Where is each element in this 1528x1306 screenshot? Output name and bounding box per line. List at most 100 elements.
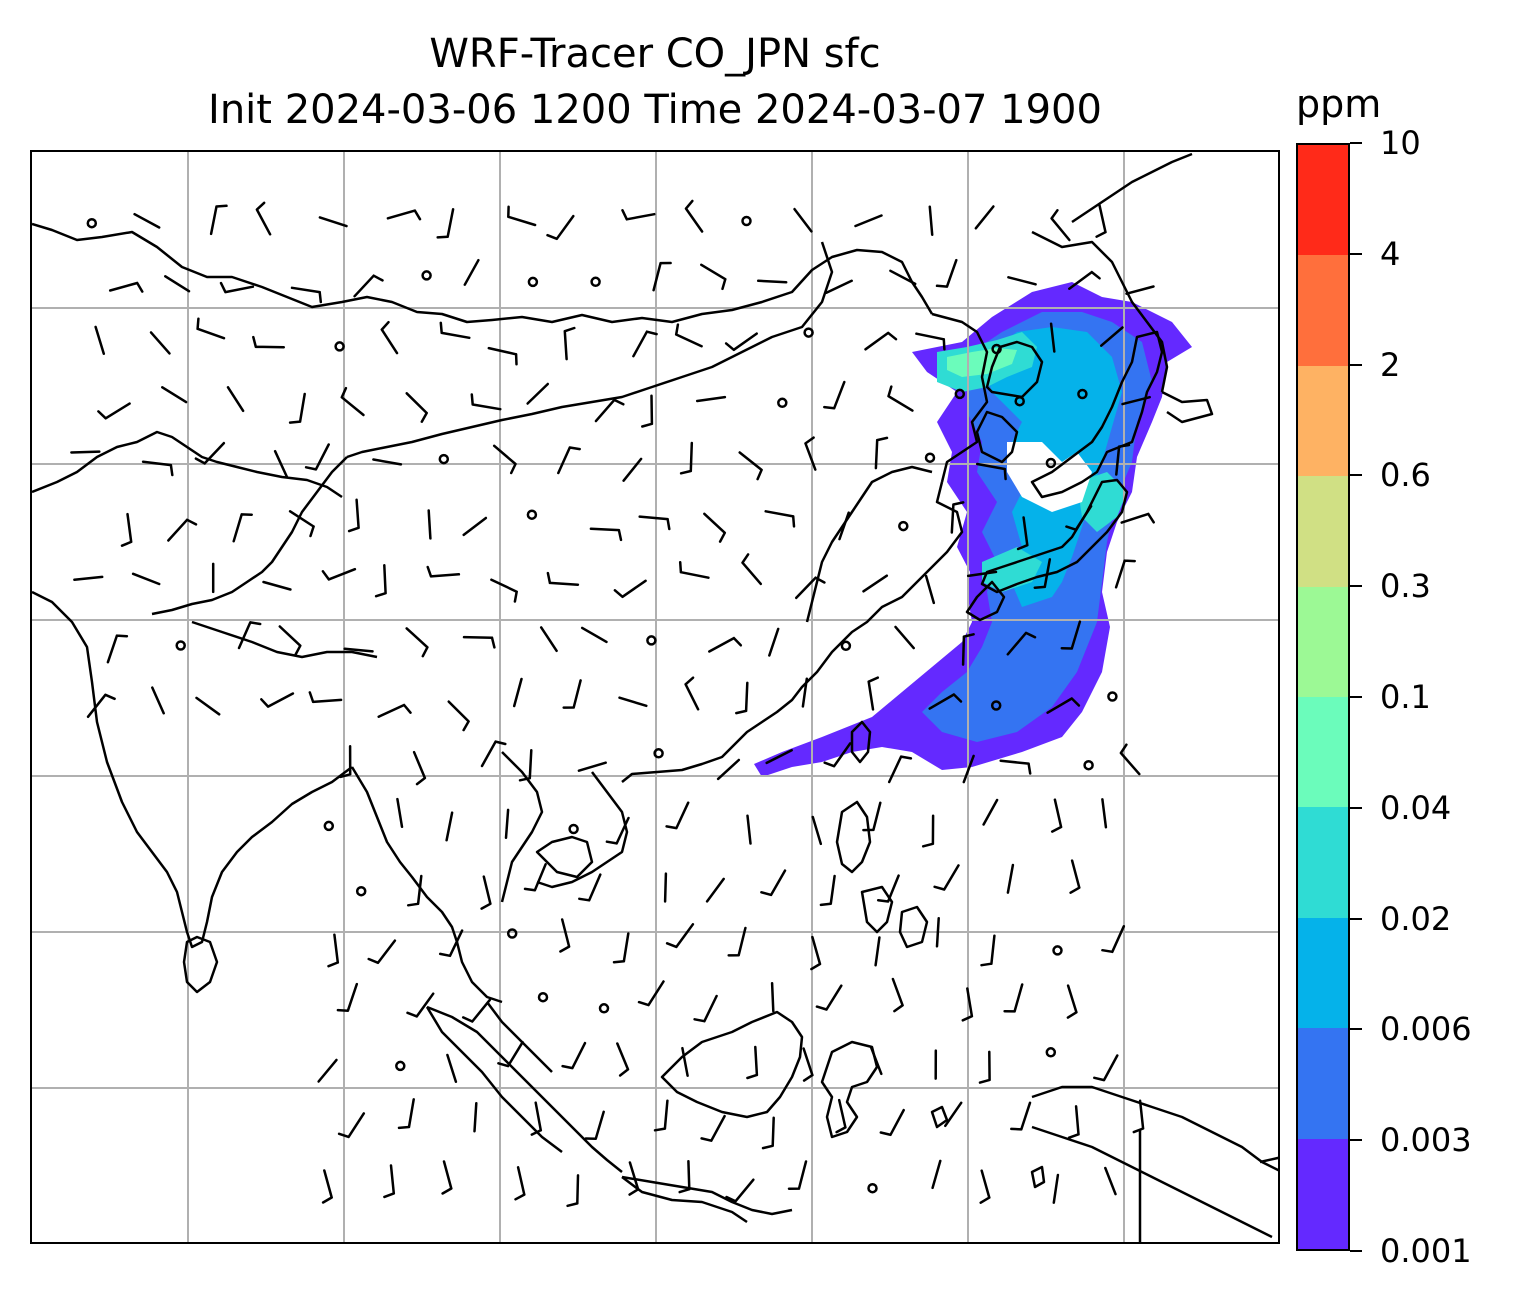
wind-barb: [894, 625, 915, 650]
wind-barb: [980, 934, 996, 967]
wind-barb: [935, 258, 958, 288]
wind-barb: [854, 214, 883, 228]
colorbar: [1296, 143, 1350, 1251]
wind-barb: [252, 335, 286, 349]
wind-barb: [1068, 270, 1101, 290]
wind-barb: [1104, 1166, 1117, 1196]
colorbar-segment-2: [1298, 917, 1348, 1029]
wind-barb: [1006, 863, 1015, 894]
wind-barb: [164, 275, 191, 293]
wind-barb: [304, 443, 330, 471]
wind-barb: [804, 436, 817, 471]
colorbar-unit-label: ppm: [1296, 82, 1382, 126]
wind-barb: [616, 1042, 630, 1077]
wind-barb: [1099, 326, 1124, 347]
wind-barb: [869, 1046, 883, 1076]
wind-barb: [470, 393, 502, 411]
wind-barb: [405, 392, 428, 423]
wind-barb: [353, 274, 384, 298]
wind-barb: [209, 204, 228, 236]
colorbar-tick: [1350, 917, 1362, 920]
calm-wind-marker: [438, 453, 450, 465]
calm-wind-marker: [421, 270, 432, 281]
wind-barb: [386, 209, 422, 221]
wind-barb: [716, 758, 741, 781]
coastlines-and-borders: [32, 152, 1278, 1242]
wind-barb: [343, 647, 374, 653]
wind-barb: [318, 216, 348, 228]
wind-barb: [1050, 209, 1071, 242]
wind-barb: [195, 696, 221, 716]
wind-barb: [288, 392, 306, 424]
wind-barb: [674, 323, 703, 348]
wind-barb: [613, 579, 647, 599]
wind-barb: [693, 994, 718, 1023]
wind-barb: [426, 565, 461, 578]
wind-barb: [262, 580, 292, 591]
wind-barb: [219, 281, 255, 294]
wind-barb: [665, 923, 695, 949]
wind-barb: [950, 501, 965, 534]
colorbar-tick: [1350, 252, 1362, 255]
colorbar-tick-label: 0.006: [1380, 1010, 1472, 1049]
wind-barb: [741, 553, 763, 586]
colorbar-segment-7: [1298, 365, 1348, 477]
wind-barb: [1006, 631, 1037, 656]
wind-barb: [447, 700, 470, 732]
wind-barb: [480, 875, 492, 910]
wind-barb: [1067, 1105, 1080, 1139]
wind-barb: [120, 512, 133, 547]
calm-wind-marker: [86, 217, 98, 229]
wind-barb: [879, 1108, 905, 1137]
wind-barb: [975, 462, 1007, 481]
wind-barb: [462, 516, 488, 537]
wind-barb: [1060, 620, 1082, 650]
calm-wind-marker: [526, 509, 538, 520]
colorbar-segment-6: [1298, 476, 1348, 587]
colorbar-tick: [1350, 474, 1362, 477]
wind-barb: [819, 874, 836, 907]
wind-barb: [921, 814, 935, 848]
wind-barb: [561, 1041, 587, 1070]
colorbar-tick-label: 10: [1380, 124, 1421, 162]
calm-wind-marker: [954, 388, 966, 400]
wind-barb: [196, 317, 226, 340]
wind-barb: [514, 1166, 526, 1201]
colorbar-tick: [1350, 363, 1362, 366]
wind-barb: [641, 394, 654, 428]
wind-barb: [167, 518, 198, 542]
wind-barb: [1132, 1099, 1145, 1134]
wind-barb: [825, 279, 853, 294]
wind-barb: [618, 696, 648, 708]
colorbar-segment-3: [1298, 807, 1348, 918]
wind-barb: [653, 1099, 669, 1132]
colorbar-segment-0: [1298, 1138, 1348, 1249]
wind-barb: [232, 513, 253, 543]
wind-barb: [1119, 743, 1141, 776]
wind-barb: [539, 626, 558, 653]
wind-barb: [681, 1046, 689, 1077]
wind-barb: [1052, 1173, 1060, 1204]
wind-barb: [867, 676, 880, 711]
wind-barb: [1066, 984, 1078, 1019]
wind-barb: [1065, 504, 1093, 531]
wind-barb: [632, 330, 658, 358]
wind-barb: [695, 395, 727, 403]
wind-barb: [86, 693, 116, 719]
wind-barb: [1050, 798, 1063, 833]
wind-barb: [679, 441, 694, 475]
wind-barb: [149, 331, 171, 355]
wind-barb: [638, 515, 671, 531]
wind-barb: [584, 1110, 605, 1140]
wind-barb: [237, 621, 262, 650]
colorbar-tick-label: 0.1: [1380, 678, 1431, 716]
calm-wind-marker: [395, 1060, 406, 1072]
colorbar-tick: [1350, 1028, 1362, 1031]
colorbar-tick-label: 4: [1380, 234, 1401, 273]
wind-barb: [931, 1159, 942, 1190]
wind-barb: [622, 457, 643, 482]
wind-barb: [999, 759, 1032, 775]
wind-barb: [141, 460, 174, 477]
wind-barb: [1101, 798, 1108, 829]
wind-barb: [725, 1178, 755, 1203]
